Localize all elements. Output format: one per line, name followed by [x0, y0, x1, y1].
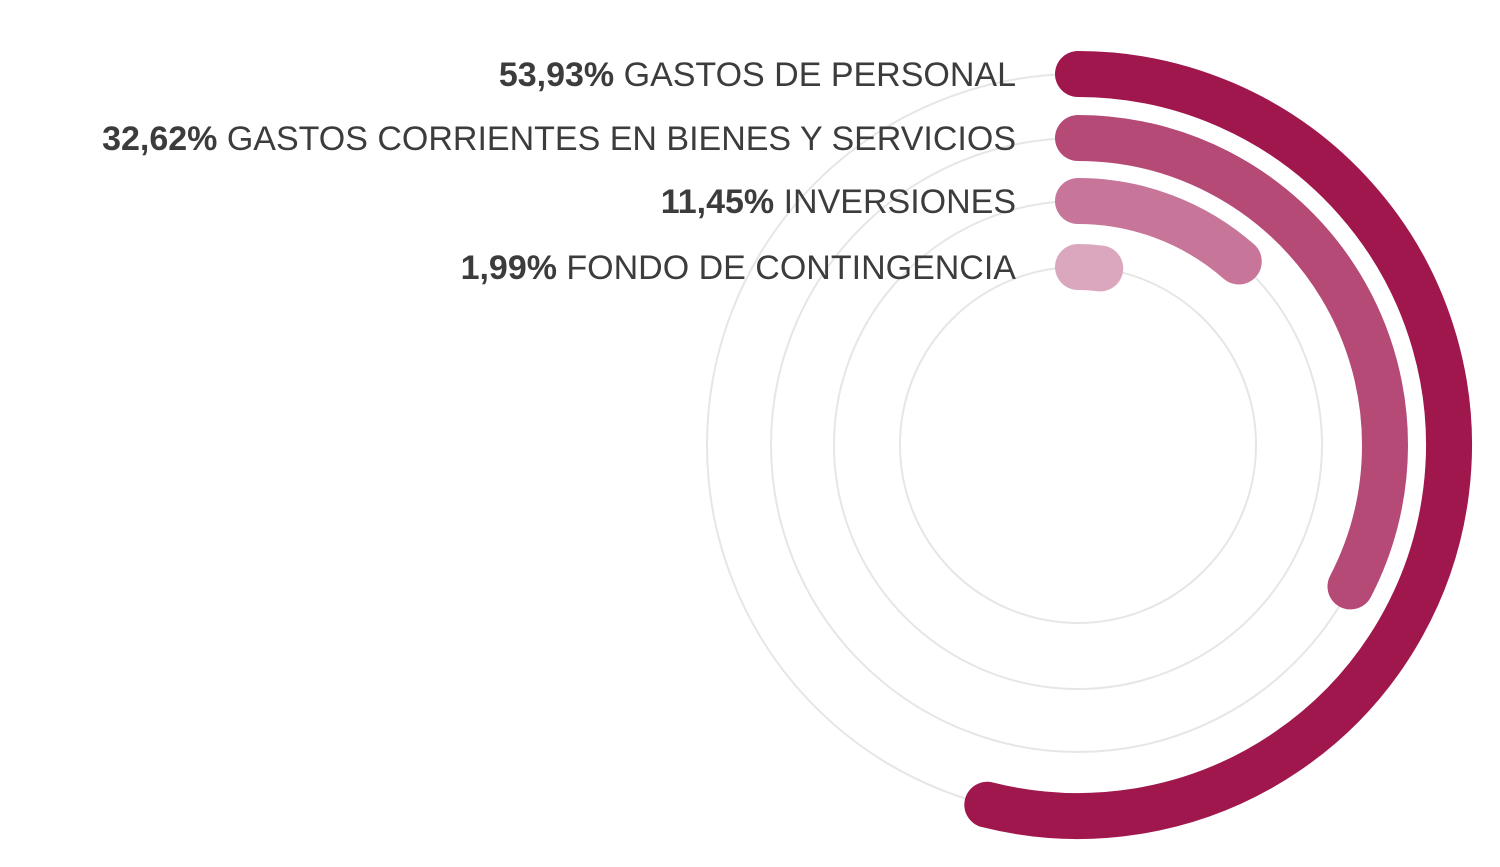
track-ring-fondo-de-contingencia	[899, 266, 1257, 624]
series-labels: 53,93% GASTOS DE PERSONAL 32,62% GASTOS C…	[102, 56, 1016, 287]
label-gastos-corrientes-en-bienes-y-servicios: 32,62% GASTOS CORRIENTES EN BIENES Y SER…	[102, 120, 1016, 158]
label-value-fondo-de-contingencia: 1,99%	[461, 249, 557, 287]
label-value-gastos-corrientes-en-bienes-y-servicios: 32,62%	[102, 120, 217, 158]
label-name-gastos-corrientes-en-bienes-y-servicios: GASTOS CORRIENTES EN BIENES Y SERVICIOS	[217, 120, 1016, 158]
arc-inversiones	[1055, 178, 1262, 285]
label-value-gastos-de-personal: 53,93%	[499, 56, 614, 94]
label-name-inversiones: INVERSIONES	[774, 183, 1016, 221]
arc-gastos-corrientes-en-bienes-y-servicios	[1055, 115, 1408, 610]
arc-gastos-de-personal	[964, 51, 1472, 839]
label-name-gastos-de-personal: GASTOS DE PERSONAL	[614, 56, 1016, 94]
label-name-fondo-de-contingencia: FONDO DE CONTINGENCIA	[557, 249, 1016, 287]
label-value-inversiones: 11,45%	[661, 183, 774, 221]
arc-fondo-de-contingencia	[1055, 244, 1124, 292]
label-fondo-de-contingencia: 1,99% FONDO DE CONTINGENCIA	[461, 249, 1017, 287]
series-arcs	[964, 51, 1472, 839]
label-gastos-de-personal: 53,93% GASTOS DE PERSONAL	[499, 56, 1016, 94]
label-inversiones: 11,45% INVERSIONES	[661, 183, 1016, 221]
